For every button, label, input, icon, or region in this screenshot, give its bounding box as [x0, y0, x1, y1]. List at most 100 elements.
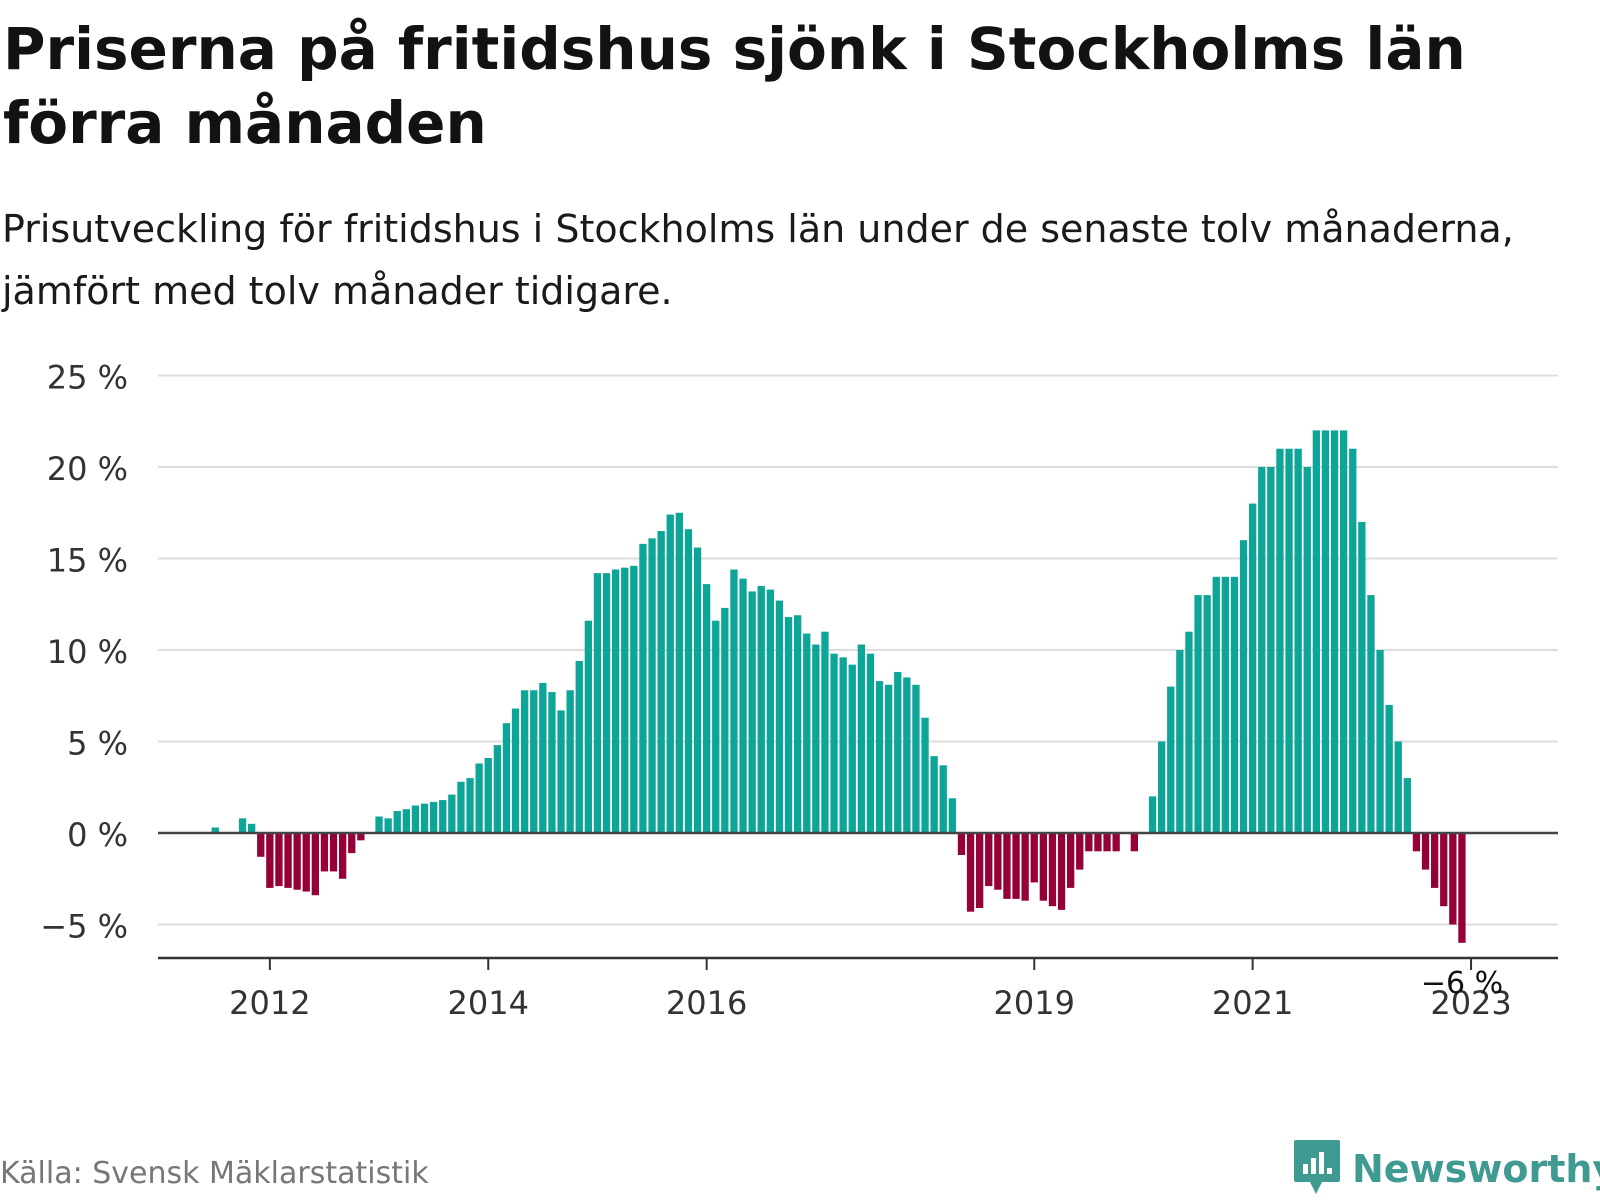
- bar: [1321, 430, 1330, 833]
- bar: [439, 800, 447, 833]
- chart-title: Priserna på fritidshus sjönk i Stockholm…: [3, 15, 1466, 157]
- bar: [266, 833, 274, 888]
- bar: [1067, 833, 1075, 888]
- bar: [1176, 650, 1184, 833]
- bar-chart-speech-bubble-icon: [1294, 1140, 1340, 1194]
- bar: [357, 833, 365, 841]
- bar: [1167, 686, 1175, 833]
- bar: [1185, 631, 1193, 833]
- bar: [639, 543, 647, 833]
- bar: [1349, 448, 1357, 833]
- bar: [857, 644, 865, 833]
- brand-logo[interactable]: Newsworthy: [1292, 1138, 1600, 1200]
- bar: [1103, 833, 1111, 852]
- bar: [402, 809, 410, 833]
- bar: [311, 833, 319, 896]
- bar: [1230, 576, 1239, 833]
- bar: [248, 823, 256, 833]
- bar: [675, 512, 683, 833]
- bar: [1239, 540, 1248, 833]
- x-tick-label: 2023: [1430, 984, 1511, 1022]
- bar: [493, 745, 501, 833]
- chart-subtitle: Prisutveckling för fritidshus i Stockhol…: [2, 207, 1514, 313]
- bar: [1294, 448, 1302, 833]
- bar: [475, 763, 483, 833]
- bar: [1403, 778, 1411, 833]
- bar: [894, 671, 902, 833]
- bar: [784, 617, 793, 833]
- bar: [448, 794, 456, 833]
- bar: [794, 615, 802, 833]
- x-tick-label: 2012: [229, 984, 310, 1022]
- bar: [411, 805, 420, 833]
- bar: [930, 756, 938, 833]
- bar: [976, 833, 984, 909]
- bar: [1385, 704, 1393, 833]
- bar: [602, 573, 611, 833]
- bar: [457, 781, 465, 833]
- bar: [584, 620, 592, 833]
- bar: [539, 682, 547, 833]
- source-note: Källa: Svensk Mäklarstatistik: [0, 1156, 429, 1191]
- bar: [730, 569, 738, 833]
- bar: [757, 585, 765, 833]
- x-tick-label: 2021: [1212, 984, 1293, 1022]
- bar: [1085, 833, 1093, 852]
- bar: [593, 573, 602, 833]
- bar: [466, 778, 474, 833]
- bars: [211, 430, 1466, 943]
- bar: [1330, 430, 1339, 833]
- bar: [511, 708, 520, 833]
- bar: [1449, 833, 1457, 925]
- bar: [566, 690, 574, 833]
- bar: [1076, 833, 1084, 870]
- bar: [957, 833, 966, 855]
- bar: [1312, 430, 1320, 833]
- bar: [329, 833, 338, 872]
- bar: [1285, 448, 1293, 833]
- bar: [521, 690, 529, 833]
- bar: [775, 600, 784, 833]
- bar: [1458, 833, 1466, 943]
- bar: [1048, 833, 1057, 907]
- bar: [1303, 467, 1311, 833]
- bar: [284, 833, 292, 888]
- bar: [1431, 833, 1439, 888]
- bar: [693, 547, 702, 833]
- x-tick-label: 2019: [994, 984, 1075, 1022]
- bar: [1340, 430, 1348, 833]
- bar: [238, 818, 247, 833]
- bar: [939, 765, 947, 833]
- bar: [885, 684, 893, 833]
- bar: [1203, 595, 1211, 833]
- bar: [684, 529, 693, 833]
- bar: [1221, 576, 1229, 833]
- y-tick-label: 15 %: [47, 542, 128, 580]
- bar: [484, 757, 492, 833]
- bar: [1094, 833, 1102, 852]
- brand-name: Newsworthy: [1352, 1147, 1600, 1191]
- bar: [821, 631, 829, 833]
- y-tick-label: −5 %: [40, 908, 128, 946]
- bar: [1376, 650, 1384, 833]
- bar: [502, 723, 511, 833]
- bar: [420, 803, 429, 833]
- x-tick-label: 2016: [666, 984, 747, 1022]
- last-value-label: −6 %: [1421, 966, 1503, 1001]
- bar: [1030, 833, 1038, 883]
- y-tick-label: 0 %: [67, 816, 128, 854]
- bar: [830, 653, 838, 833]
- bar: [712, 620, 720, 833]
- bar: [575, 660, 583, 833]
- bar: [921, 717, 929, 833]
- bar: [621, 567, 629, 833]
- bar: [1440, 833, 1448, 907]
- bar: [1421, 833, 1430, 870]
- bar: [1012, 833, 1020, 899]
- bar: [1394, 741, 1402, 833]
- y-tick-label: 20 %: [47, 450, 128, 488]
- bar: [648, 538, 656, 833]
- bar: [803, 633, 811, 833]
- bar: [994, 833, 1002, 890]
